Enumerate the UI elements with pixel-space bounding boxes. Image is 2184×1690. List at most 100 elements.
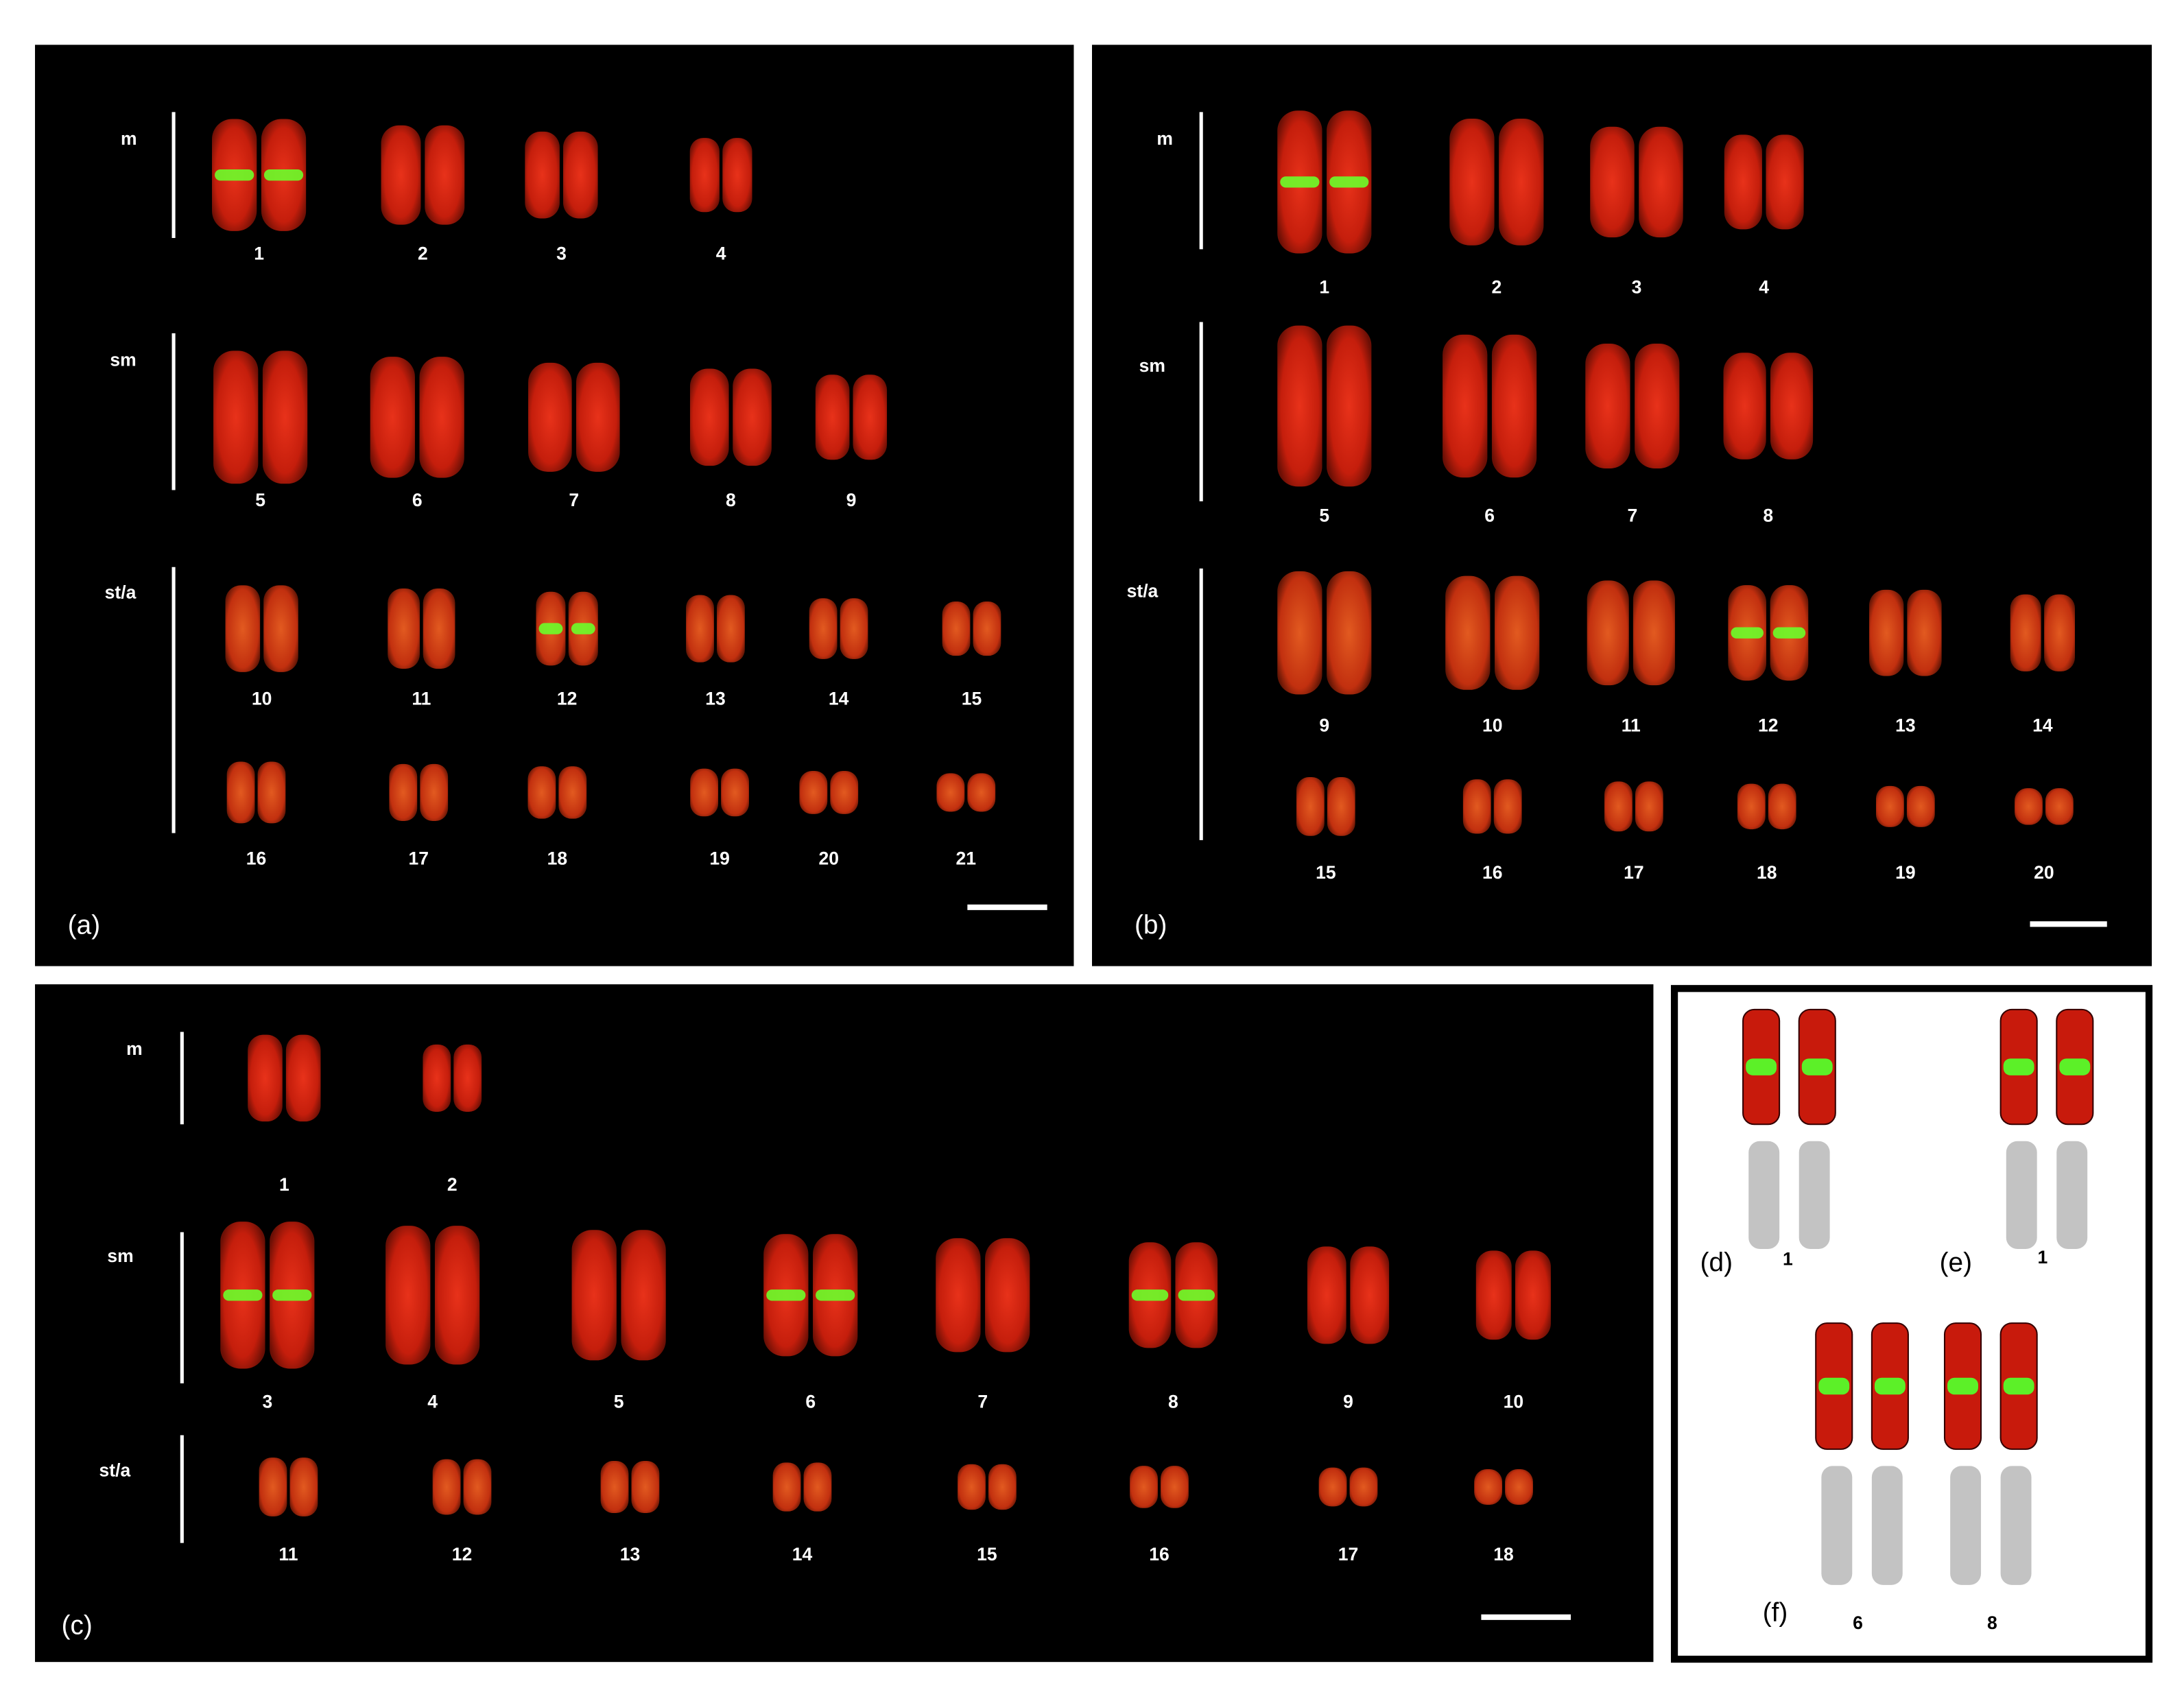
chromosome-number: 10 [252,689,272,709]
chromosome [1327,325,1372,487]
chromosome [528,362,572,472]
chromosome-number: 9 [1319,715,1329,736]
chromosome-number: 14 [792,1544,813,1564]
chromosome-number: 1 [2037,1247,2048,1268]
chromosome [463,1459,492,1515]
chromosome-number: 12 [557,689,577,709]
panel-label: (b) [1135,911,1167,940]
chromosome [257,761,286,824]
chromosome-number: 18 [1757,862,1777,883]
chromosome-number: 13 [1895,715,1915,736]
chromosome [1449,118,1495,246]
chromosome [721,768,749,817]
chromosome-number: 8 [1168,1392,1178,1412]
chromosome [263,585,298,672]
chromosome [1906,785,1935,827]
signal [1731,627,1764,639]
grey-chromosome [2006,1141,2037,1249]
chromosome-number: 12 [1758,715,1778,736]
chromosome [285,1034,321,1122]
chromosome-number: 19 [709,848,729,868]
chromosome-number: 21 [956,848,977,868]
signal [1746,1058,1777,1075]
chromosome-number: 2 [447,1174,458,1195]
grey-chromosome [2056,1141,2088,1249]
grey-chromosome [1871,1466,1903,1585]
signal [816,1289,855,1301]
chromosome-number: 8 [1763,505,1773,525]
signal [1772,627,1806,639]
chromosome-number: 3 [262,1392,272,1412]
group-label: st/a [1127,581,1159,602]
chromosome [1474,1469,1503,1505]
chromosome [717,595,745,663]
chromosome [385,1226,431,1365]
chromosome [840,598,868,659]
chromosome [419,357,464,478]
chromosome [423,588,455,669]
inset-label: (d) [1700,1248,1733,1278]
chromosome-number: 15 [962,689,982,709]
chromosome [432,1459,461,1515]
chromosome [453,1044,482,1112]
chromosome [690,768,719,817]
chromosome-number: 13 [705,689,725,709]
chromosome [973,602,1001,656]
group-label: sm [110,350,136,370]
chromosome [527,766,556,819]
chromosome-number: 19 [1895,862,1915,883]
grey-chromosome [1950,1466,1982,1585]
signal [1131,1289,1169,1301]
group-label: m [1156,128,1173,149]
group-label: st/a [99,1460,131,1481]
chromosome-number: 7 [977,1392,988,1412]
chromosome-number: 6 [1853,1612,1863,1633]
chromosome [772,1462,801,1512]
chromosome [1443,334,1488,478]
chromosome [1327,571,1372,695]
signal [215,169,254,181]
chromosome-number: 3 [1632,277,1642,298]
chromosome [985,1238,1030,1353]
group-label: sm [107,1246,133,1266]
chromosome [1130,1466,1158,1508]
chromosome [1499,118,1544,246]
signal [766,1289,806,1301]
chromosome [225,585,261,672]
panel-label: (c) [62,1610,93,1640]
chromosome-number: 10 [1482,715,1502,736]
signal [272,1289,312,1301]
chromosome [420,763,449,821]
chromosome-number: 5 [614,1392,624,1412]
chromosome [1327,776,1355,836]
chromosome [631,1460,660,1514]
chromosome-number: 2 [418,243,428,264]
chromosome [1515,1250,1551,1340]
signal [1818,1377,1850,1395]
chromosome [2044,594,2076,671]
chromosome [388,588,420,669]
chromosome-number: 17 [1338,1544,1358,1564]
chromosome [942,602,971,656]
chromosome [686,595,714,663]
chromosome [689,368,729,466]
chromosome [558,766,587,819]
chromosome [562,131,598,219]
chromosome-number: 17 [1624,862,1643,883]
chromosome [1307,1246,1346,1344]
chromosome [799,771,828,814]
chromosome-number: 11 [278,1544,298,1564]
signal [223,1289,263,1301]
chromosome-number: 10 [1504,1392,1523,1412]
chromosome [1462,779,1491,834]
signal [538,623,563,634]
chromosome [803,1462,832,1512]
signal [1874,1377,1906,1395]
chromosome [722,138,752,213]
chromosome-number: 2 [1491,277,1502,298]
chromosome [213,350,259,484]
chromosome-number: 1 [1783,1248,1793,1269]
chromosome [958,1464,986,1510]
chromosome [830,771,859,814]
